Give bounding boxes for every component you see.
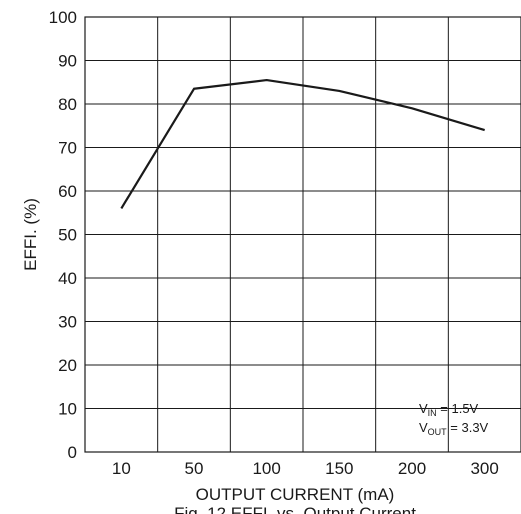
x-axis-ticks: 10 50 100 150 200 300 — [112, 459, 499, 478]
y-axis-ticks: 0 10 20 30 40 50 60 70 80 90 100 — [49, 8, 77, 462]
x-tick-label: 100 — [252, 459, 280, 478]
efficiency-series-line — [120, 78, 485, 209]
y-tick-label: 70 — [58, 139, 77, 158]
y-tick-label: 40 — [58, 269, 77, 288]
y-axis-title: EFFI. (%) — [21, 198, 40, 271]
y-tick-label: 80 — [58, 95, 77, 114]
x-tick-label: 300 — [470, 459, 498, 478]
y-tick-label: 60 — [58, 182, 77, 201]
y-tick-label: 20 — [58, 356, 77, 375]
y-tick-label: 100 — [49, 8, 77, 27]
x-tick-label: 10 — [112, 459, 131, 478]
grid — [85, 16, 521, 453]
y-tick-label: 90 — [58, 52, 77, 71]
x-tick-label: 150 — [325, 459, 353, 478]
y-tick-label: 50 — [58, 226, 77, 245]
conditions-annotation: VIN = 1.5V VOUT = 3.3V — [419, 401, 489, 437]
plot-frame — [84, 16, 521, 453]
figure-caption: Fig. 12 EFFI. vs. Output Current — [174, 504, 416, 514]
x-tick-label: 200 — [398, 459, 426, 478]
y-tick-label: 30 — [58, 313, 77, 332]
x-axis-title: OUTPUT CURRENT (mA) — [196, 485, 395, 504]
y-tick-label: 0 — [68, 443, 77, 462]
y-tick-label: 10 — [58, 400, 77, 419]
vout-condition: VOUT = 3.3V — [419, 420, 489, 437]
vin-condition: VIN = 1.5V — [419, 401, 479, 418]
x-tick-label: 50 — [185, 459, 204, 478]
